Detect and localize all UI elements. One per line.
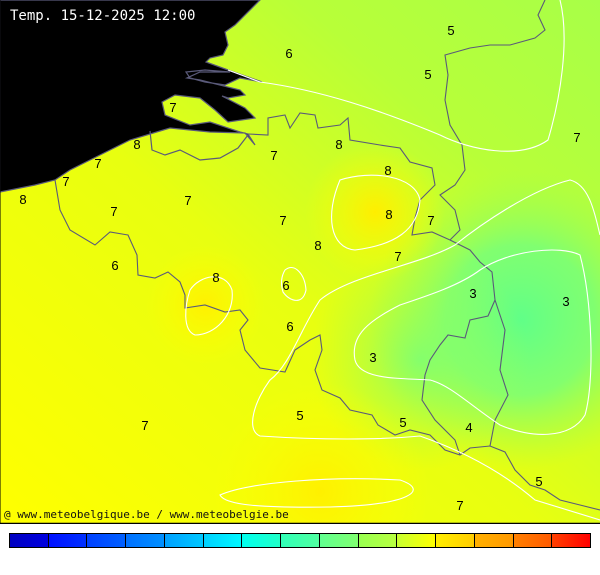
temperature-label: 8 (19, 192, 26, 207)
temperature-label: 7 (456, 498, 463, 513)
colorbar-segment (165, 534, 204, 547)
temperature-label: 7 (427, 213, 434, 228)
temperature-label: 7 (169, 100, 176, 115)
colorbar-segment (281, 534, 320, 547)
temperature-label: 8 (335, 137, 342, 152)
temperature-label: 6 (111, 258, 118, 273)
temperature-label: 8 (212, 270, 219, 285)
temperature-map: 6 5 5 7 7 8 7 7 8 7 8 8 7 7 7 8 7 8 7 6 8 6 3 3 6 3 5 5 4 7 5 7 (0, 0, 600, 524)
temperature-label: 5 (296, 408, 303, 423)
temperature-label: 7 (62, 174, 69, 189)
temperature-label: 7 (94, 156, 101, 171)
colorbar-segment (514, 534, 553, 547)
temperature-label: 3 (562, 294, 569, 309)
colorbar-segment (87, 534, 126, 547)
temperature-label: 8 (314, 238, 321, 253)
temperature-label: 5 (424, 67, 431, 82)
temperature-label: 7 (573, 130, 580, 145)
colorbar-segment (359, 534, 398, 547)
colorbar-segment (397, 534, 436, 547)
temperature-label: 5 (535, 474, 542, 489)
temperature-label: 4 (465, 420, 472, 435)
colorbar-segment (320, 534, 359, 547)
temperature-colorbar (9, 533, 591, 548)
temperature-label: 6 (285, 46, 292, 61)
temperature-label: 7 (394, 249, 401, 264)
credit-text: @ www.meteobelgique.be / www.meteobelgie… (4, 508, 289, 521)
temperature-label: 6 (286, 319, 293, 334)
colorbar-segment (204, 534, 243, 547)
temperature-label: 3 (369, 350, 376, 365)
colorbar-segment (49, 534, 88, 547)
temperature-label: 8 (384, 163, 391, 178)
temperature-label: 7 (184, 193, 191, 208)
temperature-label: 8 (385, 207, 392, 222)
temperature-label: 5 (447, 23, 454, 38)
temperature-label: 3 (469, 286, 476, 301)
temperature-label: 7 (270, 148, 277, 163)
temperature-label: 5 (399, 415, 406, 430)
colorbar-segment (436, 534, 475, 547)
temperature-label: 7 (279, 213, 286, 228)
colorbar-segment (552, 534, 590, 547)
colorbar-segment (242, 534, 281, 547)
temperature-label: 7 (110, 204, 117, 219)
colorbar-segment (475, 534, 514, 547)
colorbar-segment (10, 534, 49, 547)
temperature-label: 8 (133, 137, 140, 152)
colorbar-segment (126, 534, 165, 547)
temperature-label: 6 (282, 278, 289, 293)
map-title: Temp. 15-12-2025 12:00 (10, 8, 195, 24)
temperature-label: 7 (141, 418, 148, 433)
